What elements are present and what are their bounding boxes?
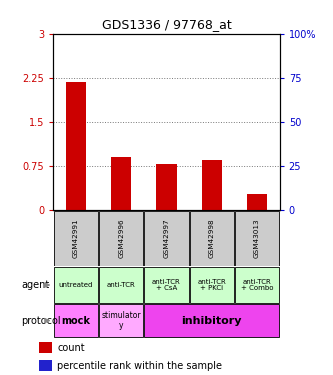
Bar [144,267,189,303]
Bar [99,267,144,303]
Bar [66,82,86,210]
Bar [111,157,132,210]
Bar [39,360,52,371]
Text: GSM42998: GSM42998 [209,218,215,258]
Text: anti-TCR
+ PKCi: anti-TCR + PKCi [197,279,226,291]
Text: inhibitory: inhibitory [181,316,242,326]
Bar [144,304,279,337]
Text: untreated: untreated [59,282,93,288]
Text: protocol: protocol [22,316,61,326]
Text: mock: mock [61,316,91,326]
Bar [54,211,98,266]
Text: agent: agent [22,280,50,290]
Bar [54,267,98,303]
Bar [39,342,52,353]
Bar [99,211,144,266]
Text: percentile rank within the sample: percentile rank within the sample [57,361,222,370]
Bar [99,304,144,337]
Bar [144,211,189,266]
Bar [235,267,279,303]
Text: GSM43013: GSM43013 [254,218,260,258]
Bar [247,194,267,210]
Bar [235,211,279,266]
Bar [201,160,222,210]
Bar [156,164,177,210]
Text: stimulator
y: stimulator y [102,311,141,330]
Text: GSM42991: GSM42991 [73,218,79,258]
Text: anti-TCR
+ Combo: anti-TCR + Combo [241,279,273,291]
Bar [54,304,98,337]
Text: GSM42996: GSM42996 [118,218,124,258]
Title: GDS1336 / 97768_at: GDS1336 / 97768_at [102,18,231,31]
Text: count: count [57,343,85,352]
Text: anti-TCR
+ CsA: anti-TCR + CsA [152,279,181,291]
Text: GSM42997: GSM42997 [164,218,169,258]
Bar [189,267,234,303]
Text: anti-TCR: anti-TCR [107,282,136,288]
Bar [189,211,234,266]
